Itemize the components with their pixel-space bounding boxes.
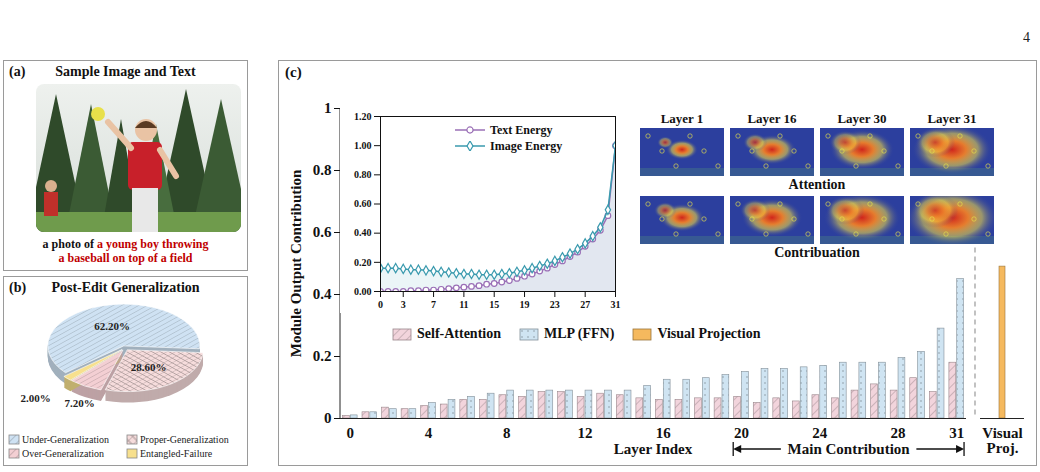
svg-text:1.00: 1.00: [354, 140, 372, 151]
html-text:a photo of a young boy throwin: a photo of a young boy throwing: [42, 237, 209, 251]
html-text:Proper-Generalization: Proper-Generalization: [140, 434, 229, 445]
svg-text:27: 27: [580, 299, 590, 310]
svg-text:16: 16: [656, 425, 672, 441]
svg-text:62.20%: 62.20%: [94, 320, 130, 332]
svg-text:0: 0: [378, 299, 383, 310]
svg-text:0.2: 0.2: [313, 348, 332, 364]
svg-text:0.20: 0.20: [354, 257, 372, 268]
svg-text:Module Output Contribution: Module Output Contribution: [288, 169, 304, 357]
html-text:MLP (FFN): MLP (FFN): [544, 326, 615, 341]
html-text:Layer 1: Layer 1: [660, 111, 704, 126]
html-text:Contribuation: Contribuation: [774, 245, 860, 260]
html-text:(a): (a): [9, 64, 26, 79]
html-text:Layer 16: Layer 16: [747, 111, 797, 126]
svg-text:0.00: 0.00: [354, 286, 372, 297]
svg-text:7.20%: 7.20%: [64, 397, 94, 409]
html-text:Sample Image and Text: Sample Image and Text: [55, 64, 196, 79]
html-text:a baseball on top of a field: a baseball on top of a field: [58, 251, 193, 265]
svg-text:0: 0: [324, 410, 332, 426]
html-text:(b): (b): [9, 280, 27, 295]
svg-text:3: 3: [401, 299, 406, 310]
svg-text:24: 24: [812, 425, 828, 441]
svg-text:0.60: 0.60: [354, 198, 372, 209]
svg-text:VisualProj.: VisualProj.: [982, 425, 1022, 456]
html-text:Over-Generalization: Over-Generalization: [22, 448, 104, 459]
svg-text:0.4: 0.4: [313, 286, 332, 302]
svg-text:4: 4: [425, 425, 433, 441]
html-text:Visual Projection: Visual Projection: [657, 326, 761, 341]
svg-text:2.00%: 2.00%: [20, 392, 50, 404]
html-text:Text Energy: Text Energy: [490, 122, 553, 137]
html-text:Post-Edit Generalization: Post-Edit Generalization: [51, 280, 200, 295]
svg-text:1.20: 1.20: [354, 111, 372, 122]
html-text:Layer 30: Layer 30: [837, 111, 887, 126]
svg-text:1: 1: [324, 100, 332, 116]
html-text:(c): (c): [285, 64, 302, 80]
html-text:Self-Attention: Self-Attention: [417, 326, 501, 341]
svg-text:28: 28: [891, 425, 906, 441]
html-text:4: 4: [1023, 30, 1030, 45]
html-text:Entangled-Failure: Entangled-Failure: [140, 448, 213, 459]
svg-text:0.40: 0.40: [354, 227, 372, 238]
svg-text:23: 23: [550, 299, 560, 310]
svg-text:Layer Index: Layer Index: [614, 441, 693, 457]
svg-text:31: 31: [611, 299, 621, 310]
svg-text:0.8: 0.8: [313, 162, 332, 178]
svg-text:0: 0: [347, 425, 355, 441]
svg-text:19: 19: [520, 299, 530, 310]
svg-text:20: 20: [734, 425, 749, 441]
svg-text:31: 31: [949, 425, 964, 441]
html-text:Image Energy: Image Energy: [490, 138, 563, 153]
svg-text:11: 11: [459, 299, 468, 310]
svg-text:15: 15: [489, 299, 499, 310]
html-text:Layer 31: Layer 31: [927, 111, 977, 126]
svg-text:Main Contribution: Main Contribution: [788, 441, 911, 457]
svg-text:12: 12: [578, 425, 593, 441]
svg-text:28.60%: 28.60%: [131, 361, 167, 373]
svg-text:7: 7: [431, 299, 436, 310]
html-text:Attention: Attention: [788, 177, 846, 192]
svg-text:8: 8: [503, 425, 511, 441]
svg-text:0.80: 0.80: [354, 169, 372, 180]
html-text:Under-Generalization: Under-Generalization: [22, 434, 109, 445]
svg-text:0.6: 0.6: [313, 224, 332, 240]
